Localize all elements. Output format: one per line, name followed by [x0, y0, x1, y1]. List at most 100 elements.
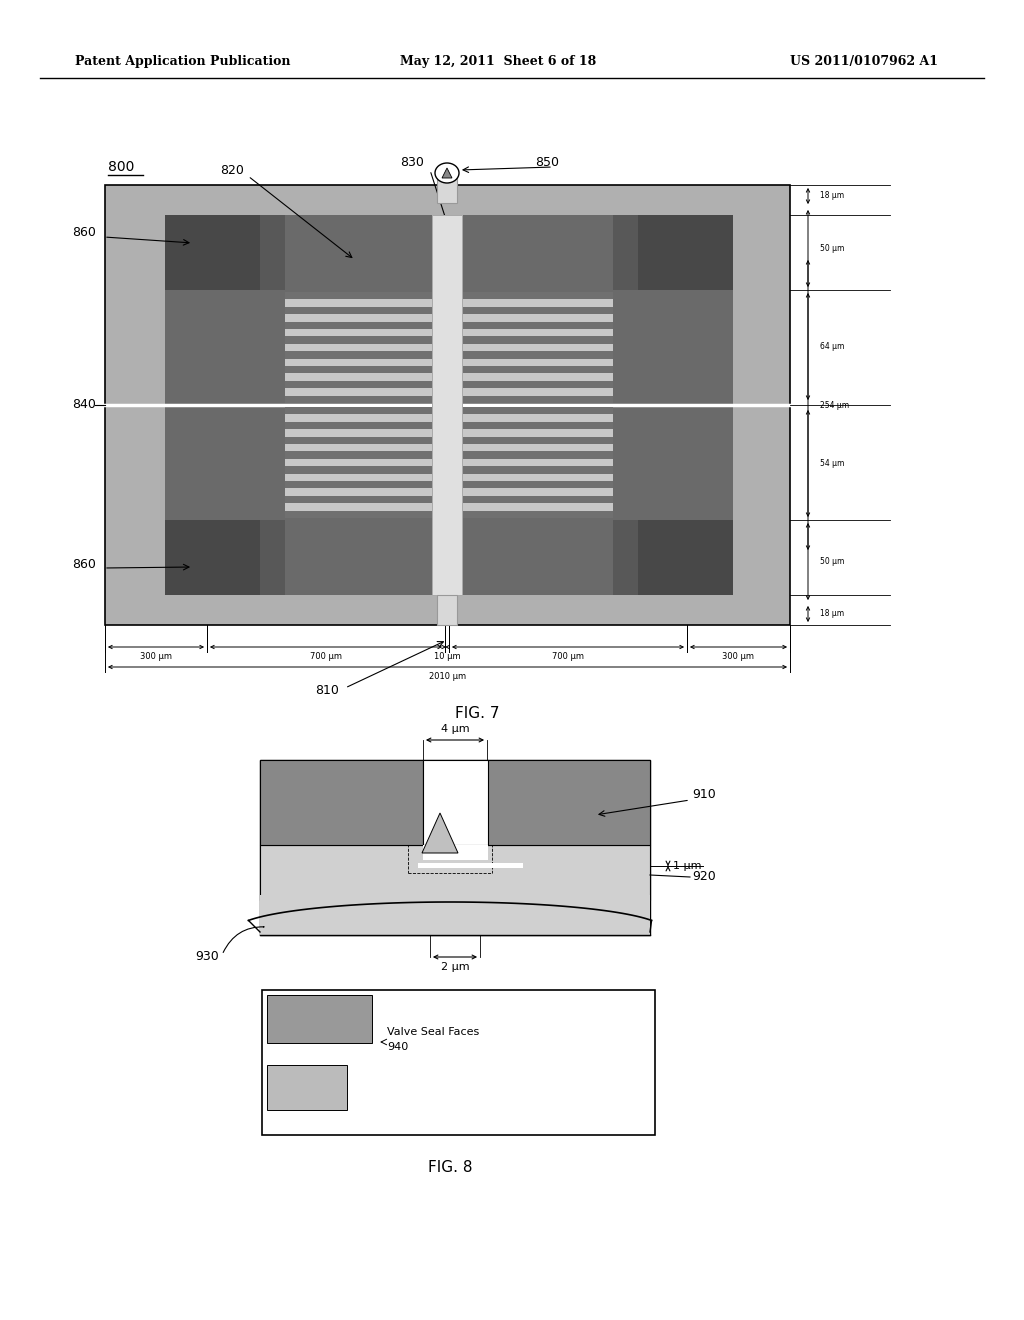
Polygon shape	[462, 322, 613, 329]
Text: Patent Application Publication: Patent Application Publication	[75, 55, 291, 69]
Polygon shape	[462, 314, 613, 322]
Polygon shape	[462, 337, 613, 343]
Polygon shape	[285, 480, 432, 488]
Polygon shape	[285, 380, 432, 388]
Text: 54 μm: 54 μm	[820, 459, 845, 469]
Polygon shape	[285, 329, 432, 337]
Text: 700 μm: 700 μm	[552, 652, 584, 661]
Polygon shape	[462, 329, 613, 337]
Bar	[267, 995, 372, 1043]
Polygon shape	[285, 388, 432, 396]
Text: 64 μm: 64 μm	[820, 342, 845, 351]
Polygon shape	[285, 503, 432, 511]
Polygon shape	[462, 480, 613, 488]
Polygon shape	[462, 396, 613, 403]
Polygon shape	[285, 396, 432, 403]
Polygon shape	[462, 459, 613, 466]
FancyArrowPatch shape	[223, 927, 264, 953]
Text: 18 μm: 18 μm	[820, 610, 844, 619]
Bar	[437, 595, 457, 624]
Polygon shape	[462, 429, 613, 437]
Polygon shape	[285, 366, 432, 374]
Bar	[165, 215, 260, 290]
Polygon shape	[462, 300, 613, 306]
Bar	[165, 520, 260, 595]
Text: 850: 850	[535, 156, 559, 169]
Text: 800: 800	[108, 160, 134, 174]
Polygon shape	[285, 414, 432, 422]
Text: 820: 820	[220, 164, 244, 177]
Text: 830: 830	[400, 157, 424, 169]
Polygon shape	[462, 451, 613, 459]
Bar	[260, 520, 285, 595]
Polygon shape	[462, 374, 613, 380]
Text: 860: 860	[72, 226, 96, 239]
Polygon shape	[285, 422, 432, 429]
Bar	[638, 520, 733, 595]
Polygon shape	[285, 374, 432, 380]
Text: 2010 μm: 2010 μm	[429, 672, 466, 681]
Polygon shape	[285, 407, 432, 414]
Polygon shape	[462, 388, 613, 396]
Polygon shape	[462, 292, 613, 300]
Bar	[267, 1065, 347, 1110]
Polygon shape	[462, 343, 613, 351]
Bar	[613, 520, 638, 595]
Text: May 12, 2011  Sheet 6 of 18: May 12, 2011 Sheet 6 of 18	[400, 55, 596, 69]
Polygon shape	[285, 314, 432, 322]
Text: 910: 910	[692, 788, 716, 801]
Bar	[423, 845, 488, 861]
Polygon shape	[462, 414, 613, 422]
Bar	[432, 215, 462, 595]
Polygon shape	[285, 474, 432, 480]
Polygon shape	[462, 380, 613, 388]
Text: 700 μm: 700 μm	[310, 652, 342, 661]
Polygon shape	[285, 292, 432, 300]
Text: 50 μm: 50 μm	[820, 244, 845, 253]
Polygon shape	[462, 474, 613, 480]
Polygon shape	[285, 359, 432, 366]
Polygon shape	[462, 511, 613, 517]
Bar	[105, 185, 790, 624]
Polygon shape	[462, 407, 613, 414]
Polygon shape	[462, 503, 613, 511]
Polygon shape	[285, 488, 432, 496]
Text: FIG. 7: FIG. 7	[456, 705, 500, 721]
Ellipse shape	[435, 162, 459, 183]
Polygon shape	[285, 343, 432, 351]
Text: 4 μm: 4 μm	[440, 723, 469, 734]
Polygon shape	[462, 359, 613, 366]
Bar	[260, 215, 285, 290]
Polygon shape	[285, 511, 432, 517]
Text: 940: 940	[387, 1041, 409, 1052]
Polygon shape	[285, 300, 432, 306]
Polygon shape	[462, 351, 613, 359]
Bar	[260, 845, 650, 900]
Polygon shape	[285, 429, 432, 437]
Polygon shape	[285, 466, 432, 474]
Bar	[165, 405, 733, 595]
Bar	[260, 760, 650, 935]
Text: 50 μm: 50 μm	[820, 557, 845, 566]
Bar	[165, 215, 733, 405]
Polygon shape	[285, 437, 432, 444]
Text: 920: 920	[692, 870, 716, 883]
Bar	[418, 863, 523, 869]
Polygon shape	[462, 422, 613, 429]
Bar	[423, 760, 488, 845]
Text: Valve Seal Faces: Valve Seal Faces	[387, 1027, 479, 1038]
Text: 840: 840	[72, 399, 96, 412]
Polygon shape	[462, 488, 613, 496]
Bar	[487, 760, 650, 845]
Text: 300 μm: 300 μm	[140, 652, 172, 661]
Text: 300 μm: 300 μm	[723, 652, 755, 661]
Polygon shape	[462, 466, 613, 474]
Polygon shape	[422, 813, 458, 853]
Polygon shape	[285, 322, 432, 329]
Bar	[260, 895, 650, 935]
Polygon shape	[462, 496, 613, 503]
Polygon shape	[462, 437, 613, 444]
Polygon shape	[285, 337, 432, 343]
Text: 810: 810	[315, 684, 339, 697]
Polygon shape	[285, 444, 432, 451]
